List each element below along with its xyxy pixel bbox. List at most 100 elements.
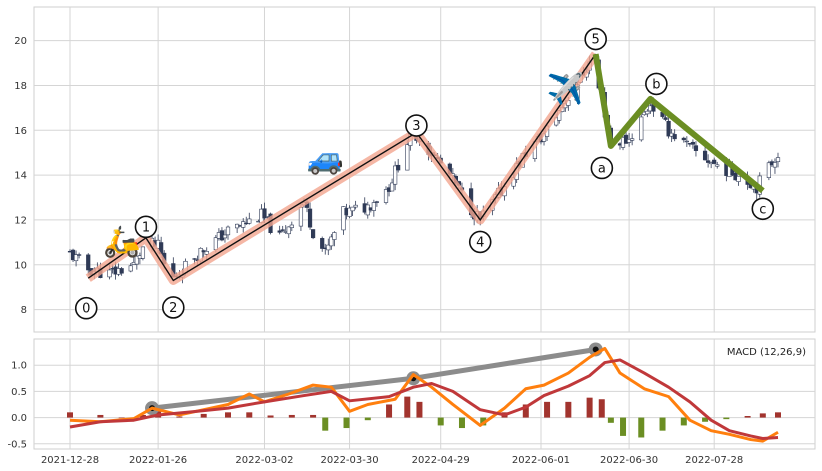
- macd-histogram: [67, 396, 781, 438]
- candle-body: [712, 159, 717, 164]
- candle-body: [684, 140, 689, 143]
- candle-body: [715, 164, 720, 167]
- candle-body: [332, 232, 337, 240]
- histogram-bar: [97, 414, 104, 418]
- candle-body: [320, 238, 325, 249]
- wave-label-text: 2: [169, 301, 177, 316]
- wave-label-text: 3: [412, 119, 420, 134]
- y-tick-label: 14: [14, 171, 27, 182]
- emoji-marker: ✈️: [547, 70, 584, 107]
- histogram-bar: [522, 404, 529, 418]
- price-y-ticks: 8 10 12 14 16 18 20: [14, 36, 27, 316]
- candle-body: [225, 226, 231, 236]
- histogram-bar: [598, 399, 605, 418]
- candle-body: [405, 144, 410, 171]
- wave-label-c: c: [751, 197, 775, 221]
- candle-body: [775, 157, 781, 163]
- candle-body: [389, 182, 395, 192]
- y-tick-label: 20: [14, 36, 27, 47]
- candle-body: [393, 165, 398, 185]
- candle-body: [326, 244, 331, 251]
- histogram-bar: [458, 417, 465, 429]
- wave-label-text: b: [652, 77, 660, 92]
- emoji-markers: 🛵 🚙 ✈️: [103, 70, 584, 259]
- histogram-bar: [343, 417, 350, 429]
- histogram-bar: [225, 412, 232, 418]
- correction-wave-line: [592, 53, 765, 194]
- candle-body: [280, 229, 285, 231]
- candle-body: [247, 218, 252, 224]
- histogram-bar: [607, 417, 614, 423]
- histogram-bar: [723, 417, 730, 420]
- wave-label-circle: [645, 72, 668, 96]
- y-tick-label: 8: [21, 305, 27, 316]
- trendline-node-center: [592, 346, 599, 353]
- histogram-bar: [176, 416, 183, 418]
- histogram-bar: [200, 413, 207, 418]
- x-tick-label: 2022-03-30: [320, 455, 378, 466]
- histogram-bar: [544, 401, 551, 418]
- wave-label-circle: [584, 27, 607, 51]
- x-tick-label: 2022-03-02: [235, 455, 293, 466]
- candle-body: [374, 201, 380, 203]
- histogram-bar: [680, 417, 687, 426]
- candle-body: [222, 234, 228, 239]
- candle-body: [119, 268, 124, 274]
- candle-body: [693, 145, 699, 151]
- wave-label-text: a: [598, 161, 606, 176]
- emoji-marker: 🚙: [307, 141, 344, 176]
- x-tick-label: 2022-04-29: [412, 455, 470, 466]
- histogram-bar: [586, 397, 593, 418]
- candle-body: [277, 230, 282, 233]
- wave-label-circle: [468, 230, 492, 254]
- wave-label-circle: [74, 296, 98, 320]
- wave-label-a: a: [590, 156, 614, 180]
- histogram-bar: [775, 412, 781, 418]
- wave-label-text: 5: [592, 33, 600, 48]
- candle-body: [298, 207, 304, 227]
- candle-body: [73, 254, 79, 262]
- candle-body: [329, 236, 334, 247]
- wave-label-5: 5: [584, 27, 607, 51]
- impulse-wave-line: [87, 53, 597, 282]
- x-tick-label: 2022-06-30: [600, 455, 658, 466]
- x-tick-label: 2022-07-28: [685, 455, 743, 466]
- wave-label-0: 0: [74, 296, 98, 320]
- x-tick-label: 2021-12-28: [41, 455, 99, 466]
- wave-label-4: 4: [468, 230, 492, 254]
- x-tick-label: 2022-01-26: [129, 455, 187, 466]
- candle-body: [350, 206, 355, 212]
- macd-panel-background: [33, 338, 816, 450]
- macd-series-line-0: [69, 346, 779, 443]
- y-tick-label: 10: [14, 260, 27, 271]
- candle-body: [736, 175, 741, 182]
- candle-body: [706, 160, 711, 163]
- wave-label-text: 0: [82, 302, 90, 317]
- candle-body: [213, 237, 218, 250]
- wave-label-b: b: [645, 72, 668, 96]
- candle-body: [639, 116, 644, 141]
- candle-body: [262, 208, 267, 219]
- histogram-bar: [702, 417, 709, 422]
- histogram-bar: [638, 417, 645, 438]
- candle-body: [134, 255, 139, 265]
- wave-label-circle: [590, 156, 614, 180]
- candle-body: [310, 229, 316, 239]
- histogram-bar: [310, 414, 317, 418]
- candle-body: [307, 208, 313, 228]
- candle-body: [681, 137, 686, 141]
- wave-label-3: 3: [405, 114, 428, 137]
- macd-panel: -0.5 0.0 0.5 1.0 MACD (12,26,9): [7, 338, 816, 451]
- y-tick-label: -0.5: [7, 439, 27, 450]
- y-tick-label: 0.0: [11, 413, 27, 424]
- wave-label-circle: [405, 114, 428, 137]
- candle-body: [383, 189, 389, 203]
- y-tick-label: 16: [14, 126, 27, 137]
- y-tick-label: 1.0: [11, 361, 27, 372]
- candle-body: [286, 226, 291, 235]
- macd-y-ticks: -0.5 0.0 0.5 1.0: [7, 361, 27, 451]
- histogram-bar: [322, 417, 329, 431]
- wave-label-circle: [751, 197, 775, 221]
- candle-body: [341, 206, 346, 231]
